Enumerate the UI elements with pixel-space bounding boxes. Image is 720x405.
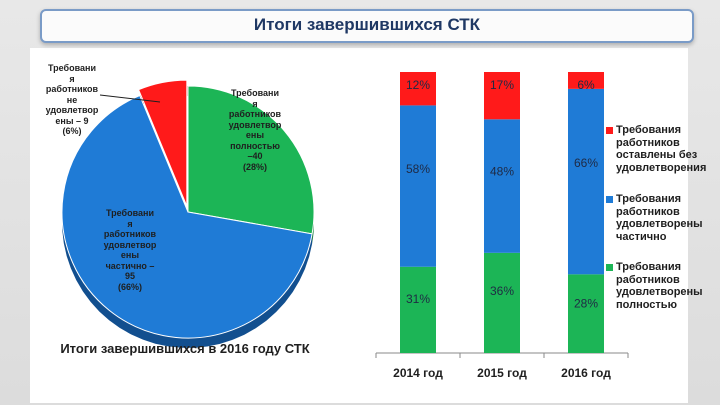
x-tick-label: 2016 год [561, 366, 611, 380]
pie-caption: Итоги завершившихся в 2016 году СТК [30, 341, 340, 357]
legend-label: Требования работников оставлены без удов… [616, 124, 707, 174]
legend-label: Требования работников удовлетворены част… [616, 193, 703, 243]
bar-segment [484, 119, 520, 253]
bar-value-label: 28% [574, 296, 598, 310]
legend-swatch [606, 127, 613, 134]
bar-value-label: 17% [490, 78, 514, 92]
x-tick-label: 2014 год [393, 366, 443, 380]
bar-value-label: 12% [406, 78, 430, 92]
slide-title: Итоги завершившихся СТК [40, 9, 694, 43]
pie-label-red: Требовани я работников не удовлетвор ены… [45, 63, 99, 136]
bar-value-label: 48% [490, 164, 514, 178]
bar-segment [400, 72, 436, 106]
bar-segment [484, 72, 520, 120]
bar-value-label: 66% [574, 156, 598, 170]
pie-leader-line [99, 94, 161, 103]
bar-segment [568, 88, 604, 275]
bar-value-label: 31% [406, 292, 430, 306]
pie-label-blue: Требовани я работников удовлетвор ены ча… [103, 208, 157, 292]
pie-slice [61, 94, 313, 339]
legend-swatch [606, 196, 613, 203]
pie-slice [137, 79, 188, 207]
bar-segment [484, 252, 520, 353]
bar-value-label: 58% [406, 162, 430, 176]
bar-segment [400, 266, 436, 353]
bar-segment [568, 274, 604, 353]
legend-label: Требования работников удовлетворены полн… [616, 261, 703, 311]
x-tick-label: 2015 год [477, 366, 527, 380]
bar-value-label: 6% [577, 78, 595, 92]
bar-value-label: 36% [490, 284, 514, 298]
legend-swatch [606, 264, 613, 271]
pie-slice [187, 85, 315, 235]
bar-segment [400, 105, 436, 267]
pie-caption-text: Итоги завершившихся в 2016 году СТК [60, 341, 310, 356]
pie-label-green: Требовани я работников удовлетвор ены по… [228, 88, 282, 172]
bar-segment [568, 72, 604, 89]
